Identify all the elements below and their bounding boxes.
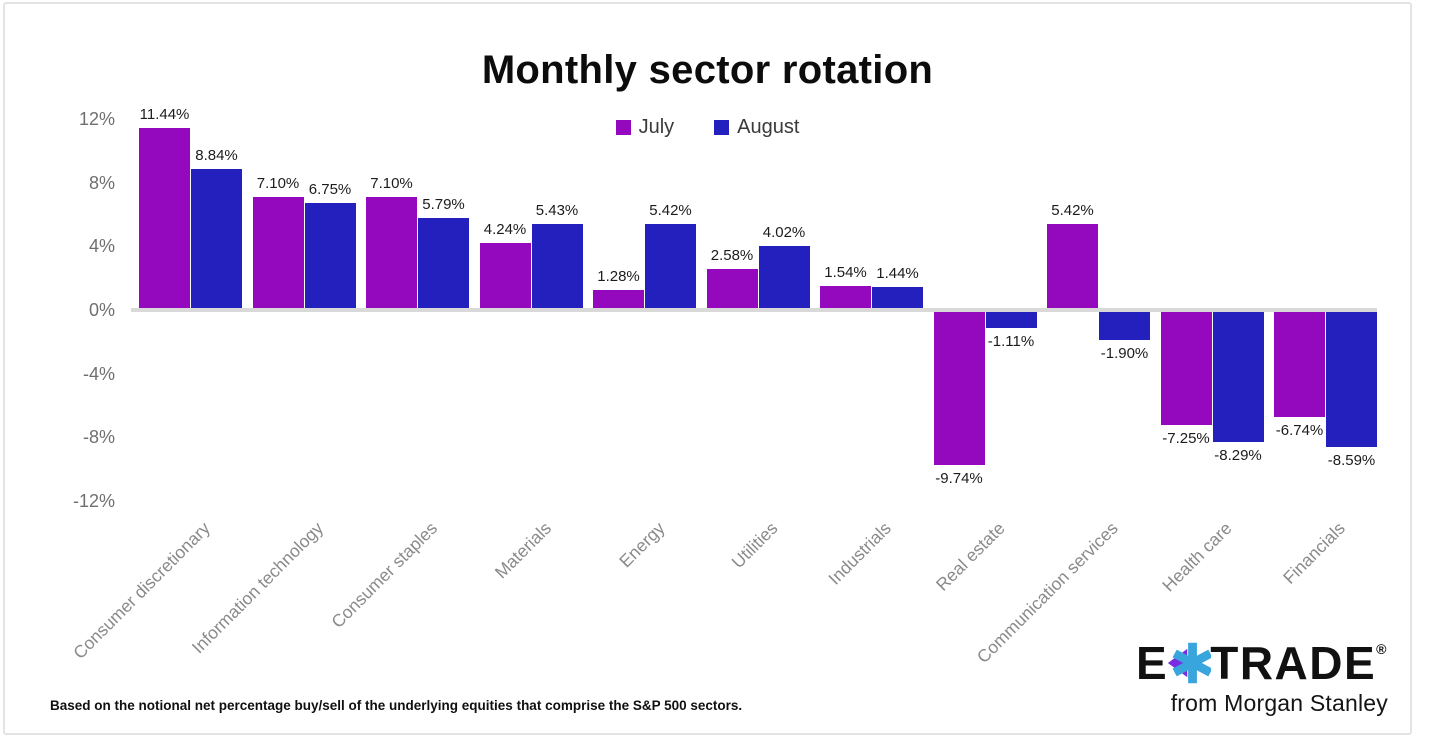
legend: July August [5, 116, 1410, 139]
bar-july-information-technology [252, 197, 304, 310]
data-label-july-utilities: 2.58% [710, 246, 754, 264]
y-axis-tick--12%: -12% [72, 490, 115, 511]
data-label-august-consumer-staples: 5.79% [422, 195, 465, 213]
x-axis-label-text-materials: Materials [490, 518, 555, 583]
data-label-july-consumer-staples: 7.10% [370, 175, 413, 193]
legend-label-august: August [737, 116, 800, 138]
bar-july-consumer-discretionary [139, 128, 190, 310]
bar-july-materials [479, 242, 531, 310]
bar-august-information-technology [304, 202, 356, 310]
bar-july-health-care [1160, 310, 1212, 426]
bar-july-communication-services [1047, 223, 1098, 310]
bar-august-energy [645, 223, 696, 310]
y-axis-tick-8%: 8% [88, 172, 115, 193]
etrade-wordmark-trade: TRADE [1210, 637, 1377, 689]
data-label-august-materials: 5.43% [535, 201, 579, 219]
data-label-july-real-estate: -9.74% [935, 469, 983, 487]
bar-august-communication-services [1099, 310, 1150, 341]
y-axis-tick--4%: -4% [82, 363, 115, 384]
etrade-logo: E TRADE ® from Morgan Stanley [1136, 640, 1388, 717]
x-axis-label-text-energy: Energy [614, 518, 669, 572]
registered-trademark: ® [1376, 641, 1388, 657]
bar-july-energy [593, 289, 644, 310]
data-label-july-health-care: -7.25% [1162, 430, 1210, 448]
morgan-stanley-tagline: from Morgan Stanley [1170, 690, 1388, 716]
x-axis-label-text-information-technology: Information technology [188, 518, 328, 658]
zero-axis-line [131, 308, 1377, 312]
bar-july-utilities [706, 268, 758, 310]
y-axis-tick-12%: 12% [78, 109, 115, 130]
bar-august-real-estate [985, 310, 1037, 328]
bar-august-materials [531, 223, 583, 310]
bar-july-consumer-staples [366, 197, 417, 310]
x-axis-label-text-health-care: Health care [1158, 518, 1236, 596]
chart-footnote: Based on the notional net percentage buy… [50, 698, 743, 713]
x-axis-label-text-financials: Financials [1279, 518, 1350, 588]
etrade-wordmark-e: E [1136, 637, 1169, 689]
bar-august-consumer-staples [418, 217, 469, 310]
data-label-august-energy: 5.42% [649, 201, 692, 219]
legend-item-july: July [615, 116, 675, 139]
y-axis-tick-0%: 0% [88, 300, 115, 320]
data-label-august-real-estate: -1.11% [987, 332, 1035, 350]
x-axis-label-text-utilities: Utilities [727, 518, 782, 573]
chart-card: Monthly sector rotation July August 11.4… [3, 2, 1412, 735]
data-label-july-financials: -6.74% [1275, 422, 1324, 440]
legend-label-july: July [638, 116, 675, 138]
bar-august-industrials [872, 287, 923, 310]
bar-august-financials [1326, 310, 1377, 447]
data-label-august-consumer-discretionary: 8.84% [195, 147, 238, 165]
bar-august-health-care [1212, 310, 1264, 442]
data-label-july-consumer-discretionary: 11.44% [139, 106, 190, 124]
data-label-august-financials: -8.59% [1327, 451, 1376, 469]
etrade-wordmark: E TRADE ® [1136, 640, 1388, 686]
x-axis-label-text-consumer-staples: Consumer staples [327, 518, 442, 632]
y-axis-tick--8%: -8% [82, 427, 115, 448]
data-label-july-materials: 4.24% [483, 220, 527, 238]
legend-swatch-august [714, 120, 730, 135]
bar-august-utilities [758, 246, 810, 310]
data-label-august-communication-services: -1.90% [1100, 345, 1149, 363]
chart-plot-area: 11.44% 8.84% Consumer discretionary 7.10% 6.… [5, 4, 1410, 733]
data-label-august-information-technology: 6.75% [308, 180, 352, 198]
bar-july-financials [1274, 310, 1325, 418]
x-axis-label-text-industrials: Industrials [824, 518, 896, 589]
etrade-asterisk-icon [1168, 642, 1212, 684]
bar-july-real-estate [933, 310, 985, 465]
legend-item-august: August [714, 116, 799, 139]
data-label-august-health-care: -8.29% [1214, 446, 1262, 464]
data-label-july-information-technology: 7.10% [256, 175, 300, 193]
data-label-july-energy: 1.28% [597, 267, 640, 285]
bar-august-consumer-discretionary [191, 169, 242, 310]
data-label-july-communication-services: 5.42% [1051, 201, 1094, 219]
data-label-july-industrials: 1.54% [824, 263, 867, 281]
data-label-august-industrials: 1.44% [876, 265, 919, 283]
legend-swatch-july [615, 120, 631, 135]
chart-title: Monthly sector rotation [481, 48, 934, 92]
y-axis-tick-4%: 4% [88, 236, 115, 257]
data-label-august-utilities: 4.02% [762, 224, 806, 242]
x-axis-label-text-real-estate: Real estate [931, 518, 1009, 595]
bar-july-industrials [820, 285, 871, 310]
